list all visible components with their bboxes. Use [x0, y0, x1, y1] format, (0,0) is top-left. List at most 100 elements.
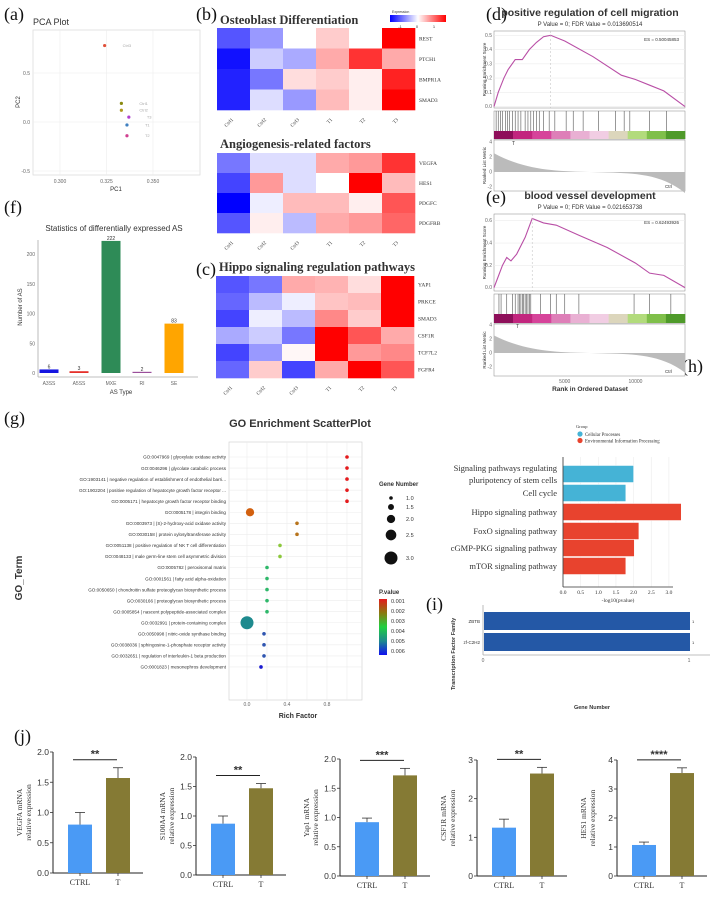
go-term-dot [278, 543, 282, 548]
x-tick-label: CTRL [213, 880, 234, 889]
ctrl-label: Ctrl [665, 184, 672, 189]
metric-tick: 2 [489, 155, 492, 161]
go-term-dot [265, 598, 269, 603]
heatmap-title: Angiogenesis-related factors [220, 137, 371, 151]
x-tick-label: 2.5 [648, 590, 655, 596]
metric-tick: 2 [489, 337, 492, 343]
x-tick-label: CTRL [70, 878, 91, 887]
heatmap-cell [382, 193, 416, 214]
go-term-dot [345, 477, 349, 481]
x-tick-label: 1.0 [595, 590, 602, 596]
x-axis-label: Gene Number [574, 705, 611, 711]
heatmap-cell [315, 327, 349, 345]
enrichment-curve [493, 217, 686, 289]
column-label: T3 [391, 386, 399, 394]
rank-color-segment [589, 131, 609, 139]
point-label: Ctrl3 [123, 43, 132, 48]
rank-color-segment [665, 314, 686, 323]
rank-color-segment [627, 314, 648, 323]
y-tick-label: 0 [32, 371, 35, 377]
x-tick-label: T [680, 881, 685, 890]
rank-color-segment [551, 314, 571, 323]
metric-tick: 4 [489, 140, 492, 146]
y-tick-label: 1.0 [324, 813, 336, 823]
column-label: T3 [392, 118, 400, 126]
y-axis-label: relative expression [448, 790, 457, 847]
t-label: T [512, 141, 515, 147]
go-term-label: GO:0030166 | proteoglycan biosynthetic p… [127, 598, 227, 603]
x-tick-label: 0.0 [244, 702, 251, 708]
heatmap-cell [316, 193, 350, 214]
x-tick-label: CTRL [357, 881, 378, 890]
bar-value-label: 6 [48, 364, 51, 370]
heatmap-cell [250, 173, 284, 194]
bar-value-label: 1 [692, 619, 695, 624]
legend-swatch [577, 437, 583, 444]
y-tick-label: 2 [608, 813, 613, 823]
size-legend-label: 3.0 [406, 556, 414, 562]
heatmap-cell [282, 293, 316, 311]
gsea-title: positive regulation of cell migration [501, 7, 678, 19]
heatmap-cell [381, 361, 415, 379]
column-label: Ctrl1 [223, 386, 234, 397]
pca-point [119, 101, 123, 105]
go-term-dot [265, 609, 269, 614]
rank-color-segment [627, 131, 648, 139]
y-axis-label: relative expression [311, 789, 320, 846]
heatmap-cell [349, 153, 383, 174]
heatmap-cell [249, 327, 283, 345]
metric-tick: -2 [488, 185, 493, 191]
pathway-bar [562, 484, 627, 502]
y-tick-label: 1.5 [37, 777, 49, 787]
y-axis-label: relative expression [24, 784, 33, 841]
row-label: PDGFC [419, 201, 437, 207]
bar-ri [132, 371, 152, 373]
column-label: Ctrl3 [290, 241, 301, 252]
rank-color-segment [608, 131, 628, 139]
size-legend-label: 1.5 [406, 505, 414, 511]
go-term-dot [345, 488, 349, 492]
chart-title: PCA Plot [33, 17, 70, 27]
heatmap-cell [217, 28, 251, 49]
heatmap-cell [283, 153, 317, 174]
go-term-label: GO:0048133 | male germ-line stem cell as… [105, 554, 227, 559]
heatmap-cell [348, 361, 382, 379]
treated-bar [106, 778, 130, 873]
es-label: ES = 0.50045853 [644, 37, 679, 42]
column-label: Ctrl2 [257, 241, 268, 252]
pathway-bar [562, 557, 627, 575]
heatmap-cell [217, 173, 251, 194]
x-tick-label: RI [140, 381, 145, 387]
heatmap-cell [382, 173, 416, 194]
go-term-label: GO:0050650 | chondroitin sulfate proteog… [88, 587, 227, 592]
y-tick-label: ZBTB [468, 619, 480, 624]
rank-color-segment [570, 131, 590, 139]
heatmap-cell [217, 69, 251, 90]
y-tick-label: -0.5 [21, 169, 30, 175]
color-legend-label: 0.005 [391, 639, 405, 645]
heatmap-cell [316, 28, 350, 49]
y-axis-label: Transcription Factor Family [451, 617, 457, 690]
go-term-label: GO:0030158 | protein xylosyltransferase … [129, 532, 227, 537]
row-label: PDGFRB [419, 221, 441, 227]
go-term-label: GO:0047969 | glyoxylate oxidase activity [143, 455, 227, 460]
go-term-dot [295, 532, 299, 537]
go-term-label: GO:1903141 | negative regulation of esta… [80, 477, 227, 482]
y-tick-label: 4 [608, 755, 613, 765]
heatmap-cell [316, 48, 350, 70]
y-tick-label: 0.5 [37, 838, 49, 848]
heatmap-cell [381, 310, 415, 328]
enrichment-curve [493, 34, 686, 108]
heatmap-cell [349, 173, 383, 194]
pca-point [103, 43, 107, 48]
bar-se [164, 323, 184, 373]
x-tick-label: 10000 [629, 379, 643, 385]
pathway-label: Hippo signaling pathway [472, 507, 558, 517]
heatmap-cell [283, 173, 317, 194]
size-legend-label: 2.5 [406, 533, 414, 539]
legend-tick: -1 [398, 24, 402, 29]
heatmap-cell [217, 89, 251, 111]
heatmap-cell [249, 344, 283, 362]
heatmap-cell [349, 213, 383, 234]
x-axis-label: Rich Factor [279, 713, 318, 720]
